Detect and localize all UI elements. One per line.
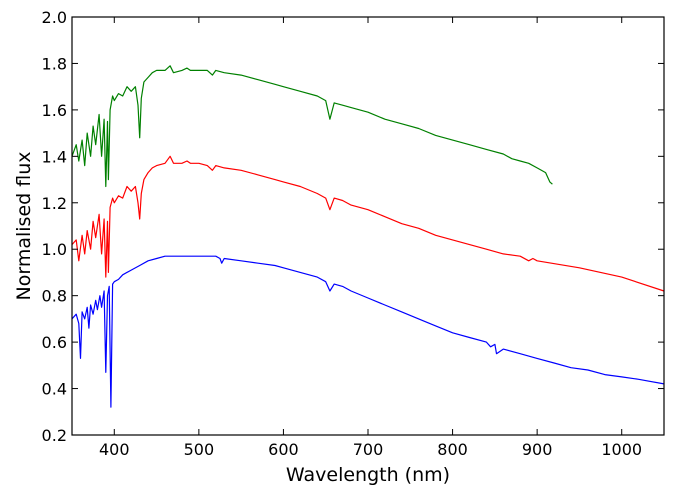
y-tick-label: 0.4 (42, 380, 67, 399)
y-tick-label: 1.8 (42, 54, 67, 73)
series-line-3 (71, 255, 665, 408)
series-line-2 (71, 155, 665, 292)
y-tick-label: 0.8 (42, 287, 67, 306)
y-tick-label: 1.6 (42, 101, 67, 120)
x-tick-label: 500 (184, 440, 215, 459)
tick-layer: 400 500 600 700 800 900 1000 0.2 0.4 0.6 0.8 1.0 1.2… (42, 8, 664, 459)
y-tick-label: 0.6 (42, 333, 67, 352)
series-line-1 (71, 65, 553, 188)
x-tick-label: 900 (522, 440, 553, 459)
x-tick-label: 1000 (601, 440, 642, 459)
x-tick-label: 600 (268, 440, 299, 459)
x-tick-label: 700 (353, 440, 384, 459)
y-tick-label: 1.0 (42, 240, 67, 259)
x-tick-label: 800 (437, 440, 468, 459)
y-tick-label: 1.2 (42, 194, 67, 213)
series-layer (71, 65, 665, 408)
y-tick-label: 0.2 (42, 426, 67, 445)
y-tick-label: 2.0 (42, 8, 67, 27)
x-tick-label: 400 (99, 440, 130, 459)
y-tick-label: 1.4 (42, 147, 67, 166)
y-axis-title: Normalised flux (13, 152, 35, 301)
x-axis-title: Wavelength (nm) (286, 464, 450, 486)
